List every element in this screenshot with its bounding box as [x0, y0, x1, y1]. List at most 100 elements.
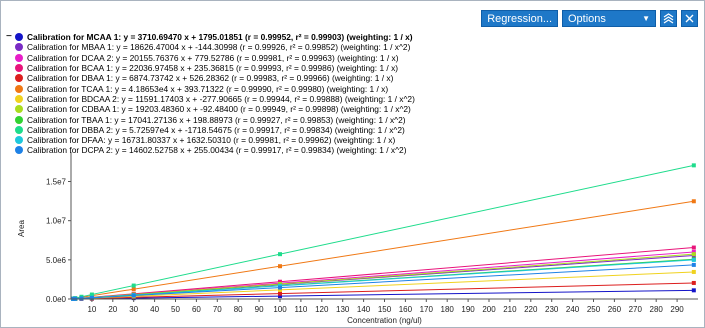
x-tick-label: 50 [171, 305, 180, 314]
regression-line[interactable] [72, 164, 694, 300]
options-label: Options [568, 12, 606, 25]
legend-label: Calibration for BCAA 1: y = 22036.97458 … [27, 63, 399, 74]
x-tick-label: 130 [336, 305, 350, 314]
legend-label: Calibration for DBBA 2: y = 5.72597e4 x … [27, 124, 405, 135]
data-point[interactable] [131, 293, 136, 298]
data-point[interactable] [278, 287, 282, 292]
regression-line[interactable] [73, 253, 694, 300]
data-point[interactable] [691, 257, 696, 262]
legend-swatch [15, 115, 23, 124]
legend-swatch [15, 84, 23, 93]
data-point[interactable] [691, 249, 696, 254]
legend-item[interactable]: Calibration for DFAA: y = 16731.80337 x … [6, 135, 415, 145]
y-tick-label: 5.0e6 [46, 256, 67, 265]
data-point[interactable] [278, 279, 282, 284]
legend-label: Calibration for DBAA 1: y = 6874.73742 x… [27, 73, 394, 84]
x-tick-label: 180 [441, 305, 455, 314]
expand-chart-button[interactable] [660, 10, 677, 27]
regression-line[interactable] [73, 200, 694, 300]
data-point[interactable] [278, 294, 282, 299]
legend-label: Calibration for BDCAA 2: y = 11591.17403… [27, 93, 415, 104]
regression-line[interactable] [73, 247, 694, 300]
regression-button[interactable]: Regression... [481, 10, 558, 27]
x-axis-ticks: 10 20 30 40 50 60 70 80 90 100 110 120 130 140 150 160 1… [87, 299, 684, 314]
data-point[interactable] [691, 280, 696, 285]
data-point[interactable] [691, 262, 696, 267]
x-tick-label: 30 [129, 305, 138, 314]
x-tick-label: 290 [670, 305, 684, 314]
x-tick-label: 240 [566, 305, 580, 314]
legend-swatch [15, 64, 23, 73]
legend-item[interactable]: Calibration for TCAA 1: y = 4.18653e4 x … [6, 83, 415, 94]
legend-item[interactable]: Calibration for MBAA 1: y = 18626.47004 … [6, 42, 415, 52]
x-tick-label: 250 [587, 305, 601, 314]
legend-item[interactable]: Calibration for DBAA 1: y = 6874.73742 x… [6, 73, 415, 83]
legend-swatch [15, 136, 23, 145]
y-tick-label: 0.0e0 [46, 295, 67, 304]
chart-legend: − Calibration for MCAA 1: y = 3710.69470 … [6, 32, 415, 156]
close-button[interactable] [681, 10, 698, 27]
data-point[interactable] [691, 199, 696, 204]
collapse-icon[interactable]: − [6, 31, 12, 43]
data-point[interactable] [89, 292, 94, 297]
legend-item[interactable]: Calibration for DBBA 2: y = 5.72597e4 x … [6, 125, 415, 135]
legend-item[interactable]: Calibration for DCAA 2: y = 20155.76376 … [6, 53, 415, 63]
data-point[interactable] [691, 245, 696, 250]
data-point[interactable] [691, 288, 696, 293]
y-axis-ticks: 0.0e0 5.0e6 1.0e7 1.5e7 [46, 178, 71, 304]
legend-swatch [15, 105, 23, 114]
x-tick-label: 10 [87, 305, 96, 314]
regression-line[interactable] [73, 264, 694, 300]
regression-line[interactable] [73, 271, 694, 300]
legend-label: Calibration for TBAA 1: y = 17041.27136 … [27, 114, 406, 125]
data-point[interactable] [278, 264, 282, 269]
legend-label: Calibration for DCAA 2: y = 20155.76376 … [27, 52, 399, 63]
legend-swatch [15, 74, 23, 83]
legend-label: Calibration for CDBAA 1: y = 19203.48360… [27, 104, 411, 115]
data-point[interactable] [278, 252, 282, 257]
chevron-down-icon: ▼ [642, 14, 650, 23]
data-point[interactable] [278, 285, 282, 290]
plot-area[interactable] [71, 163, 696, 301]
legend-item[interactable]: Calibration for BDCAA 2: y = 11591.17403… [6, 94, 415, 104]
x-tick-label: 190 [461, 305, 475, 314]
y-tick-label: 1.5e7 [46, 178, 67, 187]
legend-item[interactable]: Calibration for DCPA 2: y = 14602.52758 … [6, 145, 415, 155]
y-axis-title: Area [17, 220, 26, 237]
data-point[interactable] [131, 283, 136, 288]
legend-swatch [15, 33, 23, 42]
legend-item[interactable]: Calibration for TBAA 1: y = 17041.27136 … [6, 114, 415, 125]
legend-item[interactable]: Calibration for BCAA 1: y = 22036.97458 … [6, 63, 415, 73]
legend-label: Calibration for DFAA: y = 16731.80337 x … [27, 135, 396, 146]
regression-line[interactable] [73, 282, 694, 300]
data-point[interactable] [89, 295, 94, 300]
legend-item[interactable]: − Calibration for MCAA 1: y = 3710.69470 … [6, 31, 415, 43]
legend-label: Calibration for MBAA 1: y = 18626.47004 … [27, 42, 411, 53]
x-tick-label: 20 [108, 305, 117, 314]
x-tick-label: 260 [608, 305, 622, 314]
x-tick-label: 60 [192, 305, 201, 314]
data-point[interactable] [131, 287, 136, 292]
data-point[interactable] [691, 252, 696, 257]
data-point[interactable] [691, 163, 696, 168]
data-point[interactable] [79, 296, 84, 301]
x-tick-label: 160 [399, 305, 413, 314]
x-tick-label: 150 [378, 305, 392, 314]
x-axis-title: Concentration (ng/ul) [347, 316, 422, 325]
data-point[interactable] [691, 269, 696, 274]
x-tick-label: 230 [545, 305, 559, 314]
legend-swatch [15, 125, 23, 134]
regression-line[interactable] [73, 259, 694, 300]
legend-swatch [15, 94, 23, 103]
data-point[interactable] [278, 291, 282, 296]
x-tick-label: 210 [503, 305, 517, 314]
regression-line[interactable] [73, 289, 694, 300]
x-tick-label: 40 [150, 305, 159, 314]
options-dropdown[interactable]: Options ▼ [562, 10, 656, 27]
legend-item[interactable]: Calibration for CDBAA 1: y = 19203.48360… [6, 104, 415, 114]
legend-label: Calibration for DCPA 2: y = 14602.52758 … [27, 145, 407, 156]
legend-label: Calibration for TCAA 1: y = 4.18653e4 x … [27, 83, 389, 94]
x-tick-label: 270 [629, 305, 643, 314]
